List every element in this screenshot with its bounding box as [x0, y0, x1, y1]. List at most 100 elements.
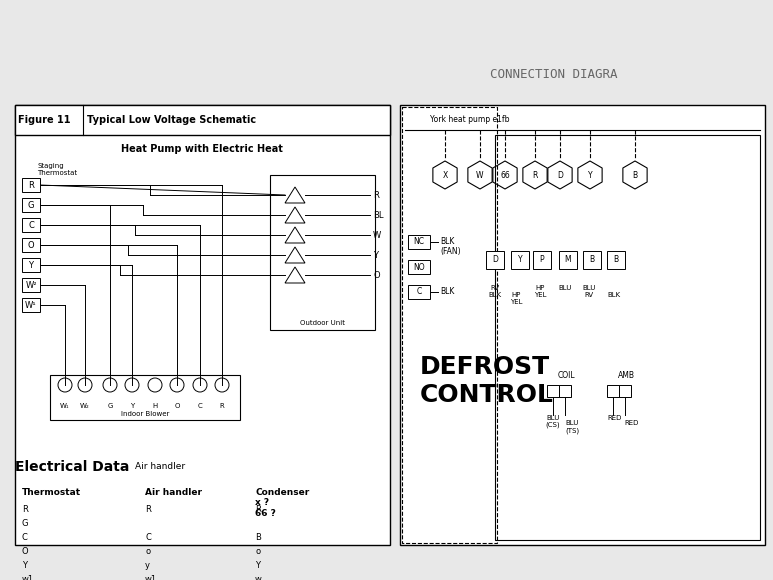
Bar [22, 238, 40, 252]
Bar [559, 251, 577, 269]
Text: RED: RED [608, 415, 622, 421]
Text: B: B [255, 533, 261, 542]
Text: Figure 11: Figure 11 [18, 115, 70, 125]
Text: Y: Y [22, 561, 27, 570]
Text: Heat Pump with Electric Heat: Heat Pump with Electric Heat [121, 144, 283, 154]
Bar [607, 251, 625, 269]
Text: o: o [255, 547, 261, 556]
Text: G: G [107, 403, 113, 409]
Text: W²: W² [26, 281, 37, 289]
Bar [22, 298, 40, 312]
Text: D: D [557, 171, 563, 179]
Text: C: C [22, 533, 28, 542]
Text: M: M [565, 256, 571, 264]
Bar [270, 175, 375, 330]
Bar [22, 218, 40, 232]
Bar [22, 258, 40, 272]
Text: Typical Low Voltage Schematic: Typical Low Voltage Schematic [87, 115, 256, 125]
Text: y: y [145, 561, 150, 570]
Bar [495, 135, 760, 540]
Text: W: W [373, 230, 381, 240]
Text: C: C [198, 403, 203, 409]
Text: RED: RED [625, 420, 639, 426]
Text: Staging
Thermostat: Staging Thermostat [37, 163, 77, 176]
Text: BLU
(CS): BLU (CS) [546, 415, 560, 429]
Bar [533, 251, 551, 269]
Text: O: O [175, 403, 179, 409]
Text: W₂: W₂ [80, 403, 90, 409]
Bar [22, 278, 40, 292]
Bar [50, 375, 240, 420]
Bar [408, 235, 430, 249]
Bar [408, 260, 430, 274]
Text: B: B [614, 256, 618, 264]
Text: R: R [373, 190, 379, 200]
Bar [486, 251, 504, 269]
Bar [547, 385, 559, 397]
Bar [15, 105, 390, 545]
Text: Outdoor Unit: Outdoor Unit [299, 320, 345, 326]
Bar [559, 385, 571, 397]
Text: BLK
(FAN): BLK (FAN) [440, 237, 461, 256]
Text: BLU: BLU [558, 285, 572, 291]
Text: P: P [540, 256, 544, 264]
Text: BLK: BLK [440, 288, 455, 296]
Text: W: W [476, 171, 484, 179]
Text: RV
BLK: RV BLK [489, 285, 502, 298]
Text: R: R [145, 505, 151, 514]
Text: Condenser
x ?
66 ?: Condenser x ? 66 ? [255, 488, 309, 518]
Text: W₁: W₁ [60, 403, 70, 409]
Text: 66: 66 [500, 171, 510, 179]
Text: G: G [28, 201, 34, 209]
Text: B: B [632, 171, 638, 179]
Text: COIL: COIL [557, 371, 575, 380]
Text: AMB: AMB [618, 371, 635, 380]
Text: BLU
(TS): BLU (TS) [565, 420, 579, 433]
Bar [22, 178, 40, 192]
Text: R: R [220, 403, 224, 409]
Bar [607, 385, 619, 397]
Text: BLU
RV: BLU RV [582, 285, 596, 298]
Text: Y: Y [518, 256, 523, 264]
Text: X: X [442, 171, 448, 179]
Text: O: O [373, 270, 380, 280]
Bar [402, 107, 497, 543]
Text: Thermostat: Thermostat [22, 488, 81, 497]
Text: w1: w1 [22, 575, 34, 580]
Text: R: R [255, 505, 261, 514]
Text: BLK: BLK [608, 292, 621, 298]
Text: R: R [533, 171, 538, 179]
Text: C: C [417, 288, 421, 296]
Text: D: D [492, 256, 498, 264]
Text: York heat pump e1fb: York heat pump e1fb [430, 115, 509, 124]
Text: Y: Y [587, 171, 592, 179]
Text: W¹: W¹ [26, 300, 37, 310]
Bar [511, 251, 529, 269]
Text: o: o [145, 547, 150, 556]
Text: Y: Y [29, 260, 33, 270]
Text: C: C [28, 220, 34, 230]
Text: R: R [22, 505, 28, 514]
Text: C: C [145, 533, 151, 542]
Text: O: O [22, 547, 29, 556]
Text: Y: Y [130, 403, 135, 409]
Bar [619, 385, 631, 397]
Text: Electrical Data: Electrical Data [15, 460, 129, 474]
Bar [22, 198, 40, 212]
Bar [400, 105, 765, 545]
Text: Indoor Blower: Indoor Blower [121, 411, 169, 417]
Text: R: R [28, 180, 34, 190]
Text: DEFROST
CONTROL: DEFROST CONTROL [420, 355, 554, 407]
Text: Y: Y [373, 251, 378, 259]
Bar [583, 251, 601, 269]
Text: H: H [152, 403, 158, 409]
Text: w: w [255, 575, 262, 580]
Bar [408, 285, 430, 299]
Text: Air handler: Air handler [135, 462, 185, 471]
Text: CONNECTION DIAGRA: CONNECTION DIAGRA [490, 68, 618, 81]
Text: Y: Y [255, 561, 260, 570]
Text: O: O [28, 241, 34, 249]
Text: HP
YEL: HP YEL [533, 285, 547, 298]
Bar [15, 105, 390, 135]
Text: B: B [590, 256, 594, 264]
